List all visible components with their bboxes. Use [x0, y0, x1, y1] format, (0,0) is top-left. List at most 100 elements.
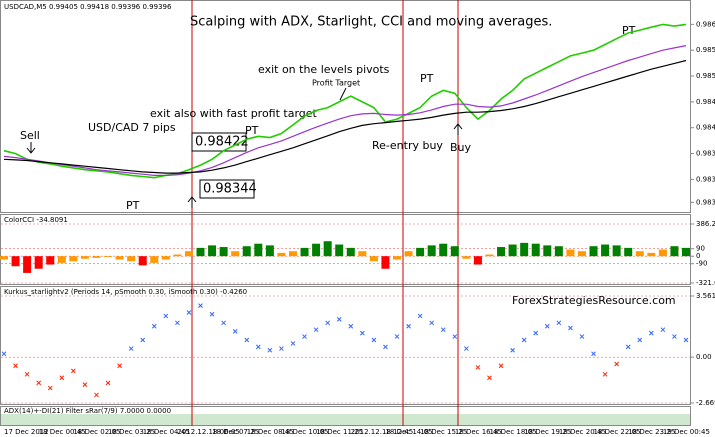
annotation: Buy: [450, 141, 472, 154]
bar: [57, 256, 66, 263]
bar: [462, 256, 471, 259]
point: [371, 337, 377, 343]
bar: [0, 256, 8, 260]
point: [383, 344, 388, 350]
annotation: 0.98344: [203, 182, 257, 197]
bar: [184, 251, 193, 257]
point: [475, 365, 481, 370]
point: [406, 323, 411, 329]
annotation: Scalping with ADX, Starlight, CCI and mo…: [190, 15, 552, 30]
x-tick-label: 18 Dec 15:25: [420, 428, 467, 436]
x-tick-label: 17 Dec 2012: [4, 428, 49, 436]
point: [602, 371, 608, 377]
x-tick-label: 18 Dec 10:05: [281, 428, 328, 436]
bar: [497, 247, 506, 257]
point: [579, 334, 585, 339]
point: [209, 311, 215, 317]
annotation: PT: [245, 124, 259, 137]
point: [71, 368, 76, 374]
x-tick-label: 18 Dec 18:05: [489, 428, 536, 436]
annotation: PT: [420, 72, 434, 85]
point: [429, 320, 435, 326]
point: [625, 344, 631, 350]
bar: [601, 244, 610, 257]
bar: [231, 251, 240, 257]
point: [82, 382, 88, 387]
bar: [450, 246, 459, 257]
bar: [92, 256, 101, 258]
point: [13, 363, 18, 369]
y-tick-label: 0.98480: [696, 98, 715, 106]
bar: [369, 256, 378, 262]
bar: [150, 256, 159, 263]
bar: [265, 245, 274, 257]
x-tick-label: 18 Dec 22:05: [594, 428, 641, 436]
point: [117, 363, 122, 369]
bar: [589, 246, 598, 257]
point: [533, 330, 539, 336]
bar: [323, 241, 332, 257]
bar: [485, 254, 494, 257]
y-tick-label: 0.98615: [696, 20, 715, 28]
bar: [196, 247, 205, 257]
x-tick-label: 18 Dec 07:25: [212, 428, 259, 436]
x-tick-label: 18 Dec 03:25: [108, 428, 155, 436]
series-line: [3, 59, 687, 174]
point: [255, 344, 261, 350]
x-tick-label: 18 Dec 19:25: [524, 428, 571, 436]
point: [648, 330, 654, 336]
bar: [577, 251, 586, 257]
arrow: [453, 123, 463, 135]
bar: [508, 244, 517, 257]
point: [151, 323, 157, 329]
x-tick-label: 18 Dec 14:05: [385, 428, 432, 436]
y-tick-label: 0.98390: [696, 150, 715, 158]
point: [440, 327, 446, 333]
point: [267, 347, 273, 353]
point: [94, 392, 99, 398]
point: [36, 380, 42, 386]
point: [24, 371, 30, 377]
point: [521, 337, 527, 343]
bar: [300, 247, 309, 257]
bar: [69, 256, 78, 262]
bar: [346, 247, 355, 257]
annotation: Sell: [20, 129, 40, 142]
bar: [312, 243, 321, 257]
annotation: Re-entry buy: [372, 139, 443, 152]
bar: [404, 251, 413, 257]
x-tick-label: 2012.12.18 12:45: [351, 428, 413, 436]
point: [672, 334, 677, 339]
bar: [682, 247, 690, 257]
y-tick-label: 0.98570: [696, 46, 715, 54]
point: [140, 337, 146, 343]
annotation: Profit Target: [312, 79, 360, 88]
pane-title: ADX(14)+-DI(21) Filter sRar(7/9) 7.0000 …: [4, 407, 171, 415]
bar: [612, 245, 621, 257]
annotation: PT: [126, 199, 140, 212]
adx-pane: [0, 406, 691, 426]
bar: [393, 256, 402, 260]
point: [336, 317, 342, 322]
arrow: [339, 87, 347, 101]
x-tick-label: 18 Dec 08:45: [247, 428, 294, 436]
bar: [566, 249, 575, 257]
bar: [473, 256, 482, 265]
y-tick-label: -90: [696, 260, 707, 268]
point: [394, 334, 400, 339]
bar: [658, 249, 667, 257]
point: [614, 361, 619, 367]
bar: [635, 251, 644, 257]
x-tick-label: 18 Dec 02:05: [73, 428, 120, 436]
point: [59, 375, 65, 381]
point: [498, 363, 504, 369]
bar: [670, 246, 679, 257]
point: [198, 303, 203, 308]
point: [1, 351, 7, 357]
y-tick-label: 0.00: [696, 353, 712, 361]
point: [637, 337, 643, 343]
y-tick-label: 0.98345: [696, 175, 715, 183]
point: [186, 310, 192, 315]
